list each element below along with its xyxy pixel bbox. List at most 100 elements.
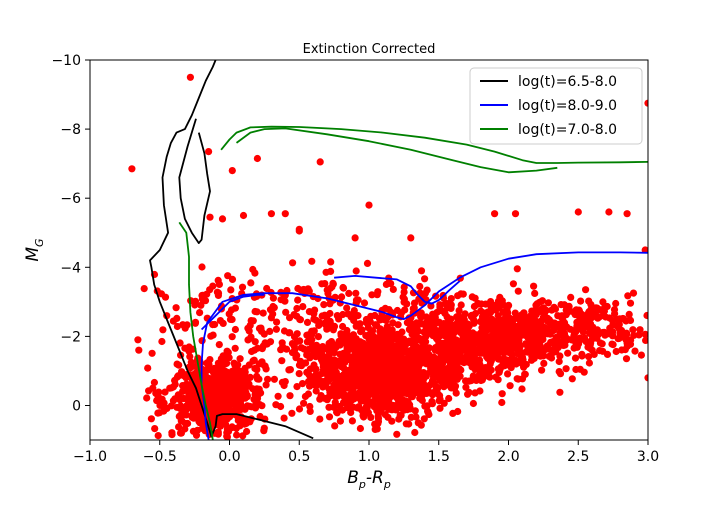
scatter-point (425, 327, 433, 335)
scatter-point (191, 301, 199, 309)
scatter-point (602, 313, 610, 321)
scatter-point (158, 337, 166, 346)
x-axis-label: Bp-Rp (347, 468, 391, 491)
scatter-point (327, 367, 335, 376)
scatter-point (230, 359, 238, 367)
scatter-point (177, 429, 185, 437)
scatter-point (350, 391, 358, 399)
scatter-point (523, 348, 532, 356)
scatter-point (465, 388, 473, 396)
scatter-point (223, 433, 231, 440)
scatter-point (278, 357, 286, 365)
scatter-point (327, 258, 335, 266)
scatter-point (389, 285, 397, 293)
scatter-point (213, 365, 221, 373)
scatter-point (367, 336, 375, 344)
scatter-point (482, 300, 490, 308)
scatter-point (512, 329, 520, 337)
scatter-point (222, 404, 230, 412)
scatter-point (532, 311, 540, 319)
scatter-point (161, 293, 170, 301)
scatter-point (441, 351, 449, 359)
scatter-point (238, 283, 247, 291)
scatter-point (580, 368, 588, 376)
scatter-point (544, 299, 553, 307)
scatter-point (461, 310, 469, 318)
scatter-point (435, 397, 443, 405)
scatter-point (589, 323, 597, 331)
scatter-point (233, 431, 241, 439)
scatter-point (240, 391, 248, 399)
scatter-point (629, 326, 637, 334)
scatter-point (168, 429, 176, 437)
scatter-point (411, 428, 419, 437)
scatter-point (320, 301, 328, 309)
scatter-point (134, 336, 142, 344)
scatter-point (572, 339, 580, 347)
scatter-point (128, 165, 136, 173)
scatter-point (415, 336, 424, 344)
scatter-point (521, 370, 529, 378)
scatter-point (352, 289, 360, 297)
scatter-point (384, 348, 392, 356)
scatter-point (513, 375, 521, 383)
scatter-point (621, 331, 630, 339)
scatter-point (333, 312, 341, 320)
scatter-point (253, 375, 262, 383)
scatter-point (209, 282, 217, 290)
scatter-point (434, 355, 442, 363)
scatter-point (422, 319, 430, 327)
scatter-point (412, 379, 420, 387)
scatter-point (223, 379, 231, 387)
scatter-point (253, 366, 261, 374)
scatter-point (181, 344, 189, 352)
scatter-point (417, 267, 426, 275)
scatter-point (510, 322, 518, 330)
scatter-point (644, 99, 648, 107)
scatter-point (168, 384, 176, 392)
scatter-point (447, 315, 455, 323)
scatter-point (267, 210, 275, 218)
scatter-point (387, 369, 395, 377)
scatter-point (438, 376, 446, 384)
scatter-point (422, 313, 430, 321)
legend-label: log(t)=8.0-9.0 (518, 98, 617, 114)
scatter-point (289, 259, 297, 267)
scatter-point (312, 316, 320, 324)
x-tick-label: 2.0 (497, 449, 519, 465)
scatter-point (568, 375, 576, 383)
scatter-point (520, 363, 528, 371)
scatter-point (417, 421, 425, 429)
scatter-point (470, 311, 478, 319)
scatter-point (554, 320, 563, 328)
scatter-point (610, 306, 619, 314)
scatter-point (483, 320, 491, 328)
scatter-point (294, 296, 302, 304)
scatter-point (173, 360, 181, 368)
scatter-point (262, 381, 270, 389)
scatter-point (235, 367, 243, 375)
scatter-point (511, 309, 519, 317)
scatter-point (347, 311, 355, 319)
x-tick-label: −1.0 (73, 449, 107, 465)
scatter-point (330, 403, 338, 411)
scatter-point (623, 339, 631, 347)
scatter-point (341, 335, 349, 343)
scatter-point (336, 417, 344, 425)
scatter-point (441, 309, 449, 318)
scatter-point (300, 285, 308, 294)
scatter-point (509, 280, 517, 288)
chart-title: Extinction Corrected (303, 42, 436, 57)
scatter-point (251, 269, 259, 277)
legend: log(t)=6.5-8.0 log(t)=8.0-9.0 log(t)=7.0-8… (469, 67, 643, 145)
scatter-point (197, 301, 205, 309)
scatter-point (150, 378, 158, 387)
scatter-point (585, 359, 594, 367)
y-tick-label: −2 (60, 329, 81, 345)
y-tick-label: −6 (60, 191, 81, 207)
scatter-point (465, 333, 474, 341)
scatter-point (259, 309, 267, 317)
scatter-point (149, 384, 157, 392)
scatter-point (345, 399, 354, 407)
scatter-point (322, 359, 330, 367)
